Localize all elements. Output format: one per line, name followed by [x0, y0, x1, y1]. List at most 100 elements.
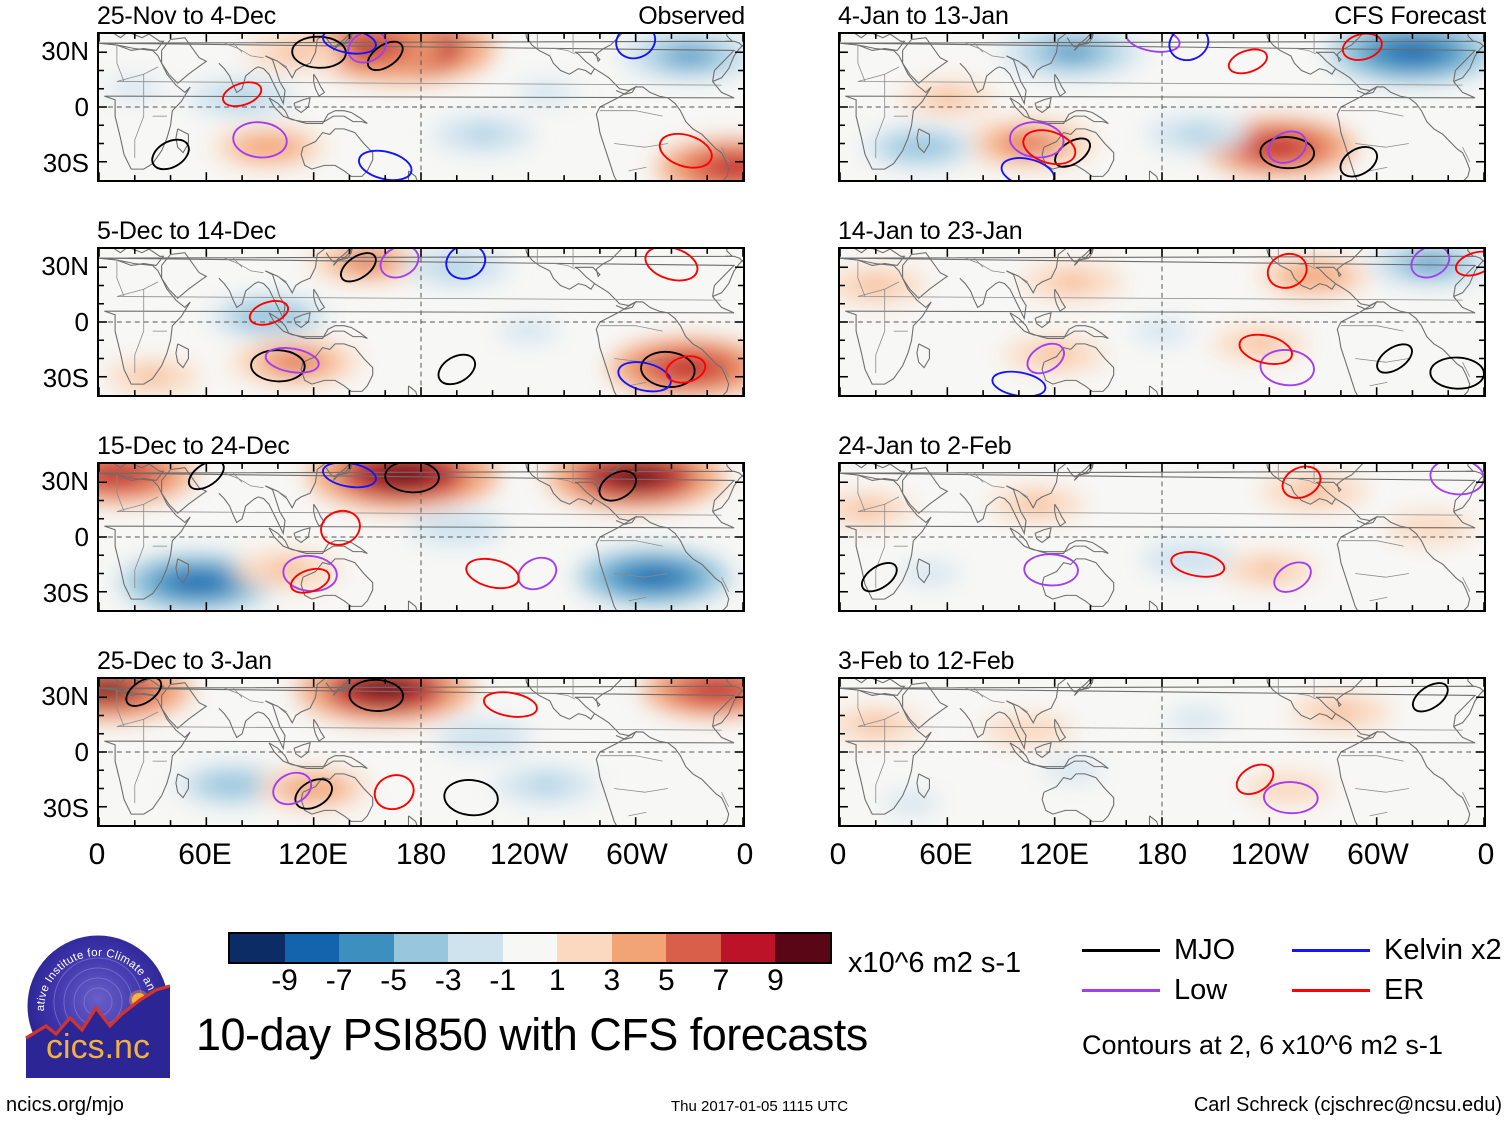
map-canvas: [840, 249, 1484, 395]
map-plot-area: [838, 462, 1486, 612]
legend-row-2: Low ER: [1082, 970, 1502, 1010]
contour-kelvin: [321, 34, 377, 55]
contour-mjo: [860, 562, 898, 593]
contour-kelvin: [991, 370, 1047, 395]
contour-mjo: [1411, 682, 1449, 713]
contour-er: [1238, 333, 1293, 365]
x-axis-tick-label: 0: [829, 838, 847, 871]
x-axis-tick-label: 120W: [1230, 838, 1310, 871]
shading-blob: [529, 778, 564, 791]
shading-blob: [224, 91, 260, 105]
legend-item-low: Low: [1082, 975, 1292, 1005]
legend-line-er-icon: [1292, 988, 1370, 992]
shading-blob: [666, 47, 713, 65]
contour-mjo: [125, 679, 163, 707]
panel-title: 4-Jan to 13-Jan: [838, 2, 1009, 30]
colorbar-band-3: [393, 934, 449, 962]
colorbar-band-5: [502, 934, 558, 962]
contour-low: [282, 554, 338, 593]
contour-low: [1263, 781, 1319, 815]
contour-legend: MJO Kelvin x2 Low ER: [1082, 930, 1502, 1010]
wave-contours: [991, 249, 1484, 395]
shading-blob: [466, 128, 501, 141]
contour-low: [1273, 561, 1312, 593]
contour-low: [272, 771, 313, 806]
x-axis-tick-label: 0: [736, 838, 754, 871]
contour-er: [1170, 551, 1226, 578]
wave-contours: [125, 679, 538, 817]
panel-column-header: Observed: [638, 2, 745, 30]
contour-kelvin: [615, 34, 657, 60]
shading-blob: [513, 325, 544, 337]
legend-line-low-icon: [1082, 988, 1160, 992]
map-canvas: [99, 464, 743, 610]
shading-blob: [627, 567, 680, 587]
contour-er: [1227, 48, 1268, 75]
shading-blob: [1180, 128, 1215, 141]
colorbar-band-4: [448, 934, 503, 962]
colorbar-tick: 9: [767, 964, 784, 997]
axis-ticks: [840, 249, 1484, 395]
x-axis-tick-label: 0: [1477, 838, 1495, 871]
colorbar-tick: -3: [434, 964, 462, 997]
coastlines: [840, 464, 1484, 610]
contour-mjo: [437, 353, 477, 386]
political-borders: [857, 464, 1471, 602]
shading-blob: [859, 719, 892, 731]
contour-mjo: [339, 252, 377, 283]
contour-er: [1454, 250, 1484, 277]
map-plot-area: [838, 677, 1486, 827]
x-axis-tick-label: 0: [88, 838, 106, 871]
coastlines: [840, 679, 1484, 825]
legend-item-kelvin: Kelvin x2: [1292, 935, 1502, 965]
coastlines: [99, 34, 743, 180]
axis-ticks: [840, 679, 1484, 825]
legend-line-mjo-icon: [1082, 948, 1160, 952]
y-axis-tick-label: 30N: [41, 35, 89, 66]
legend-item-mjo: MJO: [1082, 935, 1292, 965]
contour-kelvin: [321, 464, 377, 489]
shading-blob: [1057, 765, 1088, 776]
x-axis-tick-label: 60E: [178, 838, 232, 871]
contour-er: [248, 300, 290, 326]
shading-blob: [269, 563, 305, 577]
axis-ticks: [99, 679, 743, 825]
contour-mjo: [348, 679, 405, 712]
contour-er: [482, 691, 538, 718]
map-canvas: [99, 34, 743, 180]
shading-blob: [1037, 348, 1072, 361]
shading-blob: [901, 140, 940, 154]
y-axis-tick-label: 30N: [41, 250, 89, 281]
colorbar-band-7: [611, 934, 667, 962]
y-axis-tick-label: 0: [74, 307, 89, 337]
colorbar-tick: -5: [380, 964, 407, 997]
political-borders: [857, 679, 1471, 817]
footer-timestamp: Thu 2017-01-05 1115 UTC: [671, 1098, 849, 1115]
map-canvas: [99, 249, 743, 395]
panel-title: 14-Jan to 23-Jan: [838, 217, 1023, 245]
x-axis-tick-label: 60W: [1347, 838, 1409, 871]
x-axis-tick-label: 60W: [606, 838, 668, 871]
x-axis-tick-label: 180: [395, 838, 447, 871]
colorbar-band-2: [339, 934, 394, 962]
contour-low: [264, 347, 320, 374]
wave-contours: [187, 464, 638, 594]
figure-title: 10-day PSI850 with CFS forecasts: [196, 1009, 868, 1060]
legend-label-mjo: MJO: [1174, 934, 1236, 966]
contour-mjo: [598, 470, 638, 502]
shading-blob: [708, 157, 743, 177]
map-canvas: [840, 464, 1484, 610]
colorbar-tick: -7: [325, 964, 353, 997]
coastlines: [840, 249, 1484, 395]
contour-er: [1235, 763, 1275, 796]
shading-blob: [355, 679, 415, 701]
y-axis-tick-label: 30S: [42, 793, 89, 824]
legend-row-1: MJO Kelvin x2: [1082, 930, 1502, 970]
colorbar-band-9: [720, 934, 776, 962]
shading-blob: [897, 798, 926, 808]
shading-blob: [278, 46, 313, 59]
panel-column-header: CFS Forecast: [1334, 2, 1486, 30]
footer-author: Carl Schreck (cjschrec@ncsu.edu): [1193, 1094, 1502, 1116]
political-borders: [116, 249, 730, 387]
x-axis-tick-label: 180: [1136, 838, 1188, 871]
